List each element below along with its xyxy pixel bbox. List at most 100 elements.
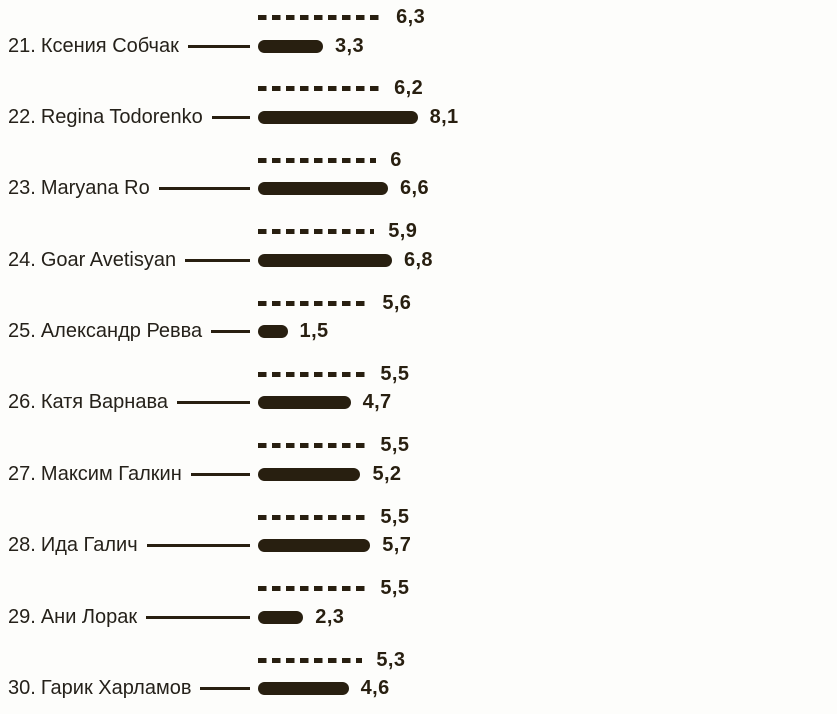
dashed-value-label: 6	[390, 148, 402, 171]
row-name: Ксения Собчак	[40, 34, 179, 57]
dashed-value-line	[258, 586, 367, 592]
row-label-track: 25. Александр Ревва	[8, 320, 254, 344]
solid-value-label: 6,6	[400, 177, 430, 200]
value-bar	[258, 110, 418, 124]
row-rank: 29.	[8, 605, 36, 628]
solid-bar-track: 1,5	[258, 320, 329, 343]
dashed-value-label: 5,9	[388, 220, 418, 243]
dashed-line-track: 6,2	[258, 77, 424, 100]
row-label-track: 22. Regina Todorenko	[8, 105, 254, 129]
leader-line	[146, 615, 250, 619]
value-bar	[258, 610, 304, 624]
dashed-value-line	[258, 157, 377, 163]
dashed-value-line	[258, 15, 383, 20]
row-label-track: 21. Ксения Собчак	[8, 34, 254, 58]
dashed-value-line	[258, 371, 367, 377]
chart-row: 5,5 27. Максим Галкин 5,2	[0, 428, 837, 499]
row-label-track: 27. Максим Галкин	[8, 462, 254, 486]
solid-bar-track: 4,6	[258, 677, 390, 700]
row-rank: 30.	[8, 677, 36, 700]
solid-value-label: 5,7	[382, 534, 412, 557]
leader-line	[190, 472, 250, 476]
row-name: Александр Ревва	[40, 320, 203, 343]
chart-row: 5,5 28. Ида Галич 5,7	[0, 500, 837, 571]
row-name: Гарик Харламов	[40, 677, 192, 700]
solid-value-label: 6,8	[403, 248, 433, 271]
row-label-track: 29. Ани Лорак	[8, 605, 254, 629]
dashed-line-track: 5,6	[258, 291, 412, 314]
solid-bar-track: 5,7	[258, 534, 412, 557]
leader-line	[211, 115, 250, 119]
leader-line	[187, 44, 250, 48]
dashed-value-line	[258, 86, 381, 92]
chart-row: 5,6 25. Александр Ревва 1,5	[0, 286, 837, 357]
chart-row: 6,3 21. Ксения Собчак 3,3	[0, 0, 837, 71]
dashed-value-line	[258, 514, 367, 520]
leader-line	[211, 330, 250, 334]
row-label-track: 23. Maryana Ro	[8, 177, 254, 201]
row-label-track: 24. Goar Avetisyan	[8, 248, 254, 272]
dashed-value-label: 5,3	[376, 648, 406, 671]
leader-line	[158, 187, 250, 191]
dashed-line-track: 5,9	[258, 220, 418, 243]
row-name: Maryana Ro	[40, 177, 150, 200]
row-name: Regina Todorenko	[40, 105, 203, 128]
chart-row: 6 23. Maryana Ro 6,6	[0, 143, 837, 214]
solid-bar-track: 4,7	[258, 391, 392, 414]
value-bar	[258, 539, 371, 553]
dashed-value-line	[258, 657, 363, 663]
row-label-track: 28. Ида Галич	[8, 534, 254, 558]
leader-line	[200, 687, 250, 691]
value-bar	[258, 39, 323, 53]
dashed-value-line	[258, 229, 375, 235]
solid-bar-track: 2,3	[258, 606, 344, 628]
solid-value-label: 5,2	[372, 462, 402, 485]
row-name: Ида Галич	[40, 534, 138, 557]
solid-value-label: 4,7	[362, 391, 392, 414]
row-name: Максим Галкин	[40, 462, 182, 485]
leader-line	[176, 401, 250, 405]
dashed-value-line	[258, 300, 369, 306]
chart-row: 5,5 26. Катя Варнава 4,7	[0, 357, 837, 428]
dashed-value-label: 6,2	[394, 77, 424, 100]
chart-row: 5,3 30. Гарик Харламов 4,6	[0, 643, 837, 714]
value-bar	[258, 396, 351, 410]
dashed-value-label: 5,5	[380, 505, 410, 528]
row-label-track: 30. Гарик Харламов	[8, 677, 254, 701]
solid-bar-track: 6,6	[258, 177, 430, 200]
dashed-line-track: 5,5	[258, 577, 410, 600]
row-rank: 24.	[8, 248, 36, 271]
leader-line	[185, 258, 250, 262]
chart-row: 5,5 29. Ани Лорак 2,3	[0, 571, 837, 642]
value-bar	[258, 253, 392, 267]
row-rank: 26.	[8, 391, 36, 414]
dashed-line-track: 5,5	[258, 434, 409, 456]
solid-value-label: 1,5	[299, 320, 329, 343]
dashed-line-track: 5,3	[258, 648, 406, 671]
dashed-value-label: 5,5	[380, 577, 410, 600]
row-name: Катя Варнава	[40, 391, 168, 414]
row-rank: 27.	[8, 462, 36, 485]
value-bar	[258, 325, 288, 339]
solid-value-label: 4,6	[360, 677, 390, 700]
dashed-value-label: 6,3	[396, 6, 426, 28]
solid-value-label: 3,3	[335, 34, 365, 57]
solid-bar-track: 6,8	[258, 248, 433, 271]
row-rank: 22.	[8, 105, 36, 128]
dashed-value-label: 5,6	[382, 291, 412, 314]
solid-bar-track: 8,1	[258, 105, 459, 128]
row-rank: 21.	[8, 34, 36, 57]
row-rank: 25.	[8, 320, 36, 343]
solid-value-label: 8,1	[429, 105, 459, 128]
solid-bar-track: 5,2	[258, 462, 402, 485]
dashed-value-line	[258, 443, 367, 449]
dashed-line-track: 5,5	[258, 362, 410, 385]
chart-row: 6,2 22. Regina Todorenko 8,1	[0, 71, 837, 142]
solid-bar-track: 3,3	[258, 34, 365, 57]
dashed-value-label: 5,5	[380, 362, 410, 385]
value-bar	[258, 467, 361, 481]
leader-line	[146, 544, 250, 548]
dashed-line-track: 6	[258, 148, 402, 171]
dashed-line-track: 5,5	[258, 505, 410, 528]
